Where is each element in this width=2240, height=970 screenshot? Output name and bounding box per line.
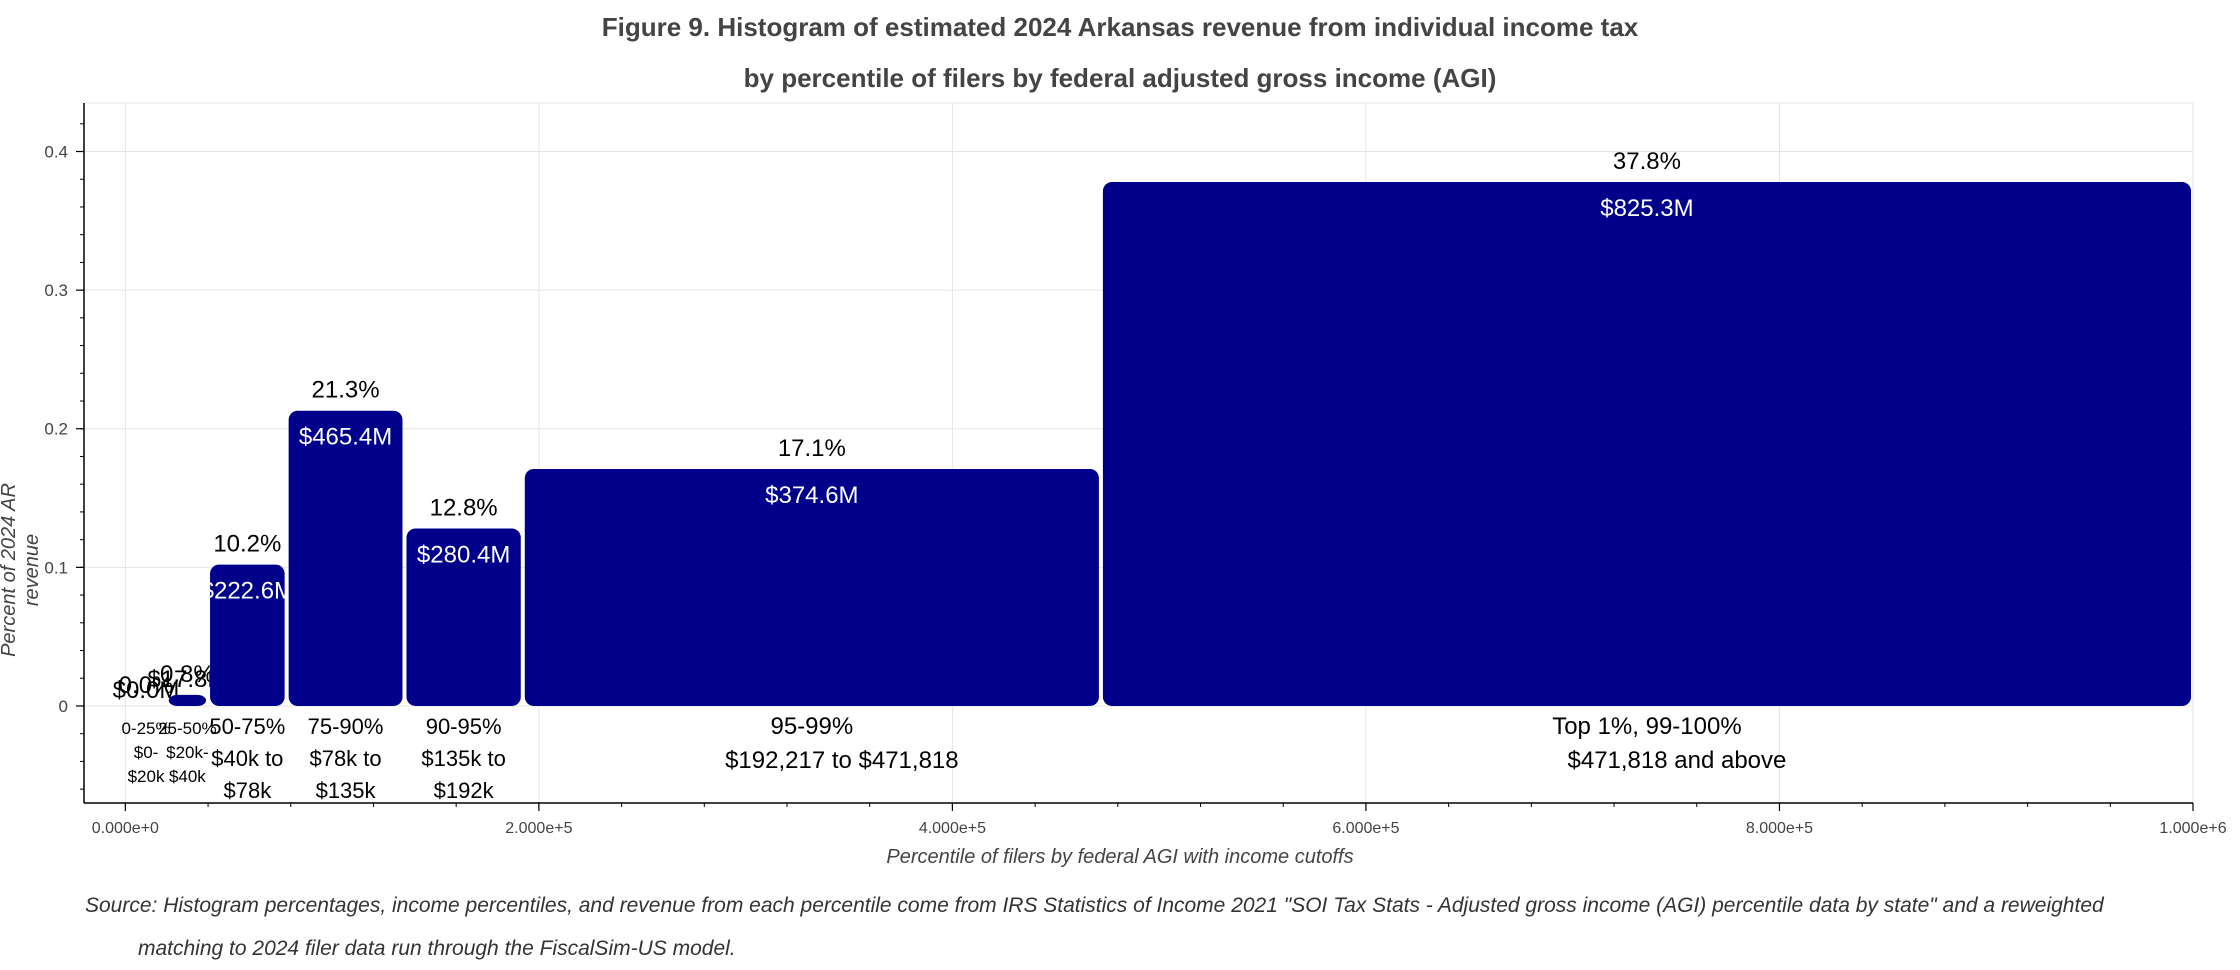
range-label: $192k [434,778,495,803]
histogram-bar [524,468,1099,706]
range-label: $192,217 to $471,818 [725,747,959,774]
histogram-bar [210,564,285,706]
source-line-1: Source: Histogram percentages, income pe… [85,894,2104,917]
range-label: 95-99% [770,713,853,740]
y-tick-label: 0.1 [44,558,68,577]
revenue-label: $280.4M [417,542,510,569]
chart-subtitle: by percentile of filers by federal adjus… [743,63,1497,93]
percent-label: 12.8% [430,495,498,522]
x-axis-label: Percentile of filers by federal AGI with… [886,846,1354,868]
revenue-label: $465.4M [299,424,392,451]
y-tick-label: 0 [59,697,68,716]
x-tick-label: 2.000e+5 [505,820,572,837]
range-label: $40k to [211,746,283,771]
histogram-bar [406,528,521,706]
range-label: 0-25% [121,719,170,738]
range-label: $135k to [421,746,505,771]
y-tick-label: 0.3 [44,281,68,300]
histogram-bar [1102,182,2191,706]
range-label: 90-95% [426,714,502,739]
x-tick-label: 4.000e+5 [919,820,986,837]
range-label: $40k [169,767,206,786]
percent-label: 0.0% [119,672,174,699]
y-axis-label: Percent of 2024 AR revenue [0,483,43,657]
range-label: $0- [134,743,159,762]
range-label: $471,818 and above [1568,747,1787,774]
histogram-bar [288,410,403,706]
histogram-bar [168,694,207,706]
y-tick-label: 0.2 [44,420,68,439]
range-label: $78k [223,778,272,803]
range-label: 75-90% [308,714,384,739]
range-label: 25-50% [158,719,217,738]
revenue-label: $222.6M [201,578,294,605]
chart-title: Figure 9. Histogram of estimated 2024 Ar… [601,12,1639,42]
percent-label: 37.8% [1613,148,1681,175]
x-tick-label: 1.000e+6 [2159,820,2226,837]
range-label: 50-75% [209,714,285,739]
revenue-label: $374.6M [765,482,858,509]
range-label: $135k [316,778,377,803]
percent-label: 10.2% [213,531,281,558]
source-line-2: matching to 2024 filer data run through … [138,937,736,960]
x-tick-label: 6.000e+5 [1332,820,1399,837]
range-label: $78k to [309,746,381,771]
revenue-label: $825.3M [1600,195,1693,222]
source-note: Source: Histogram percentages, income pe… [85,884,2185,970]
percent-label: 21.3% [312,377,380,404]
percent-label: 17.1% [778,435,846,462]
range-label: $20k [128,767,165,786]
percent-label: 0.8% [160,661,215,688]
y-tick-label: 0.4 [44,143,68,162]
x-tick-label: 8.000e+5 [1746,820,1813,837]
x-tick-label: 0.000e+0 [92,820,159,837]
range-label: $20k- [166,743,209,762]
range-label: Top 1%, 99-100% [1552,713,1741,740]
revenue-label: $0.0M [113,677,180,704]
